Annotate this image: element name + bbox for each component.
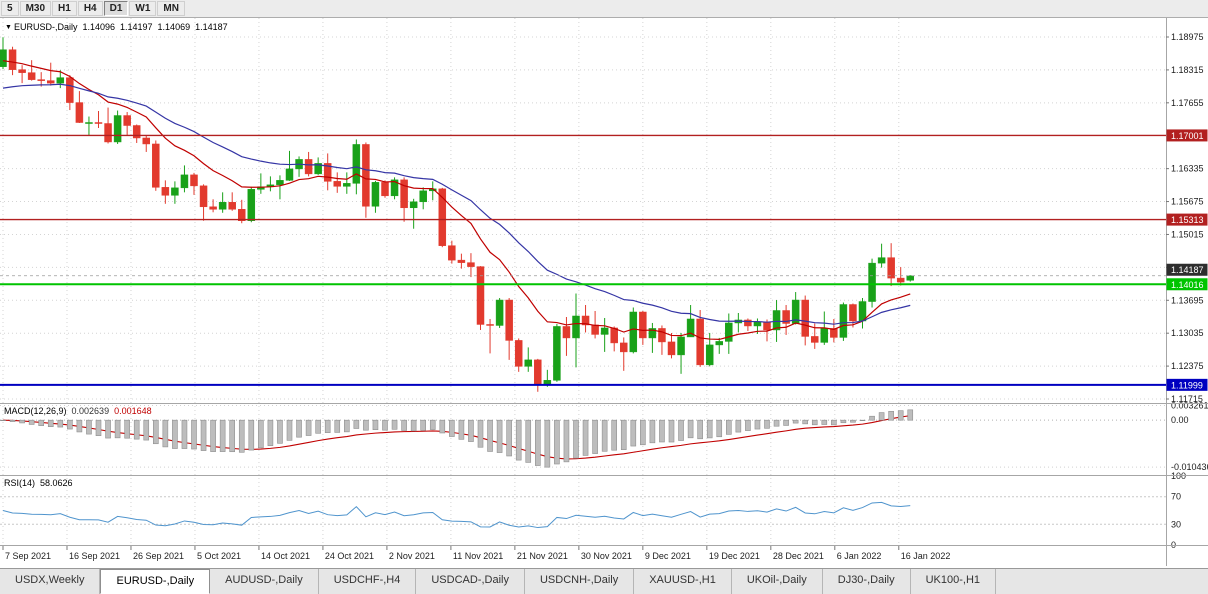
date-label: 16 Jan 2022 [901,551,951,561]
timeframe-button-h1[interactable]: H1 [52,1,77,16]
chart-tab-usdcad-daily[interactable]: USDCAD-,Daily [416,569,525,594]
candlestick-series [0,37,914,392]
price-tick-label: 1.15675 [1171,197,1204,207]
price-badge-1.17001: 1.17001 [1171,131,1204,141]
date-label: 28 Dec 2021 [773,551,824,561]
date-label: 30 Nov 2021 [581,551,632,561]
macd-axis-label: 0.003261 [1171,401,1208,411]
rsi-label: RSI(14) [4,478,36,488]
price-tick-label: 1.16335 [1171,164,1204,174]
macd-value-main: 0.002639 [71,406,110,416]
date-label: 24 Oct 2021 [325,551,374,561]
chart-tab-xauusd-h1[interactable]: XAUUSD-,H1 [634,569,732,594]
timeframe-button-d1[interactable]: D1 [103,1,129,16]
ma-slow-line [2,83,911,325]
rsi-pane [0,496,1166,529]
date-label: 7 Sep 2021 [5,551,51,561]
price-badge-1.14016: 1.14016 [1171,280,1204,290]
rsi-header: RSI(14) 58.0626 [4,478,73,488]
timeframe-button-m30[interactable]: M30 [19,1,52,16]
price-tick-label: 1.18315 [1171,65,1204,75]
date-label: 26 Sep 2021 [133,551,184,561]
chart-tab-audusd-daily[interactable]: AUDUSD-,Daily [210,569,319,594]
rsi-value: 58.0626 [40,478,73,488]
chart-tab-dj30-daily[interactable]: DJ30-,Daily [822,569,911,594]
timeframe-button-h4[interactable]: H4 [77,1,103,16]
symbol-label: EURUSD-,Daily [13,22,78,32]
date-label: 19 Dec 2021 [709,551,760,561]
ohlc-high: 1.14197 [120,22,153,32]
date-label: 6 Jan 2022 [837,551,882,561]
price-badge-1.11999: 1.11999 [1171,380,1203,390]
ohlc-open: 1.14096 [82,22,115,32]
symbol-dropdown-icon[interactable]: ▼ [5,24,12,31]
price-tick-label: 1.13695 [1171,295,1204,305]
chart-tab-ukoil-daily[interactable]: UKOil-,Daily [731,569,823,594]
price-tick-label: 1.15015 [1171,229,1204,239]
macd-label: MACD(12,26,9) [4,406,67,416]
date-label: 21 Nov 2021 [517,551,568,561]
panel-separators [0,403,1208,546]
chart-tab-usdcnh-daily[interactable]: USDCNH-,Daily [524,569,635,594]
chart-tab-usdx-weekly[interactable]: USDX,Weekly [0,569,101,594]
price-tick-label: 1.17655 [1171,98,1204,108]
ohlc-close: 1.14187 [195,22,228,32]
date-label: 14 Oct 2021 [261,551,310,561]
price-tick-label: 1.11715 [1171,394,1203,404]
macd-axis-label: -0.010436 [1171,462,1208,472]
ohlc-low: 1.14069 [157,22,191,32]
macd-histogram [0,409,914,468]
chart-tabs: USDX,Weekly EURUSD-,Daily AUDUSD-,Daily USD… [0,568,1208,594]
price-badge-1.15313: 1.15313 [1171,215,1204,225]
timeframe-button-mn[interactable]: MN [157,1,185,16]
chart-tab-usdchf-h4[interactable]: USDCHF-,H4 [318,569,417,594]
macd-axis-label: 0.00 [1171,415,1189,425]
macd-value-signal: 0.001648 [114,406,152,416]
chart-tab-uk100-h1[interactable]: UK100-,H1 [910,569,997,594]
rsi-line [2,501,911,529]
date-label: 2 Nov 2021 [389,551,435,561]
price-badges: 1.14187 1.17001 1.15313 1.14016 1.11999 [1166,129,1208,391]
rsi-axis-label: 30 [1171,519,1181,529]
date-label: 11 Nov 2021 [453,551,503,561]
timeframe-toolbar: 5 M30 H1 H4 D1 W1 MN [0,0,1208,18]
price-tick-label: 1.13035 [1171,328,1204,338]
date-label: 5 Oct 2021 [197,551,241,561]
date-label: 9 Dec 2021 [645,551,691,561]
price-axis[interactable]: 1.18975 1.18315 1.17655 1.16335 1.15675 1.150… [1166,18,1208,566]
chart-tab-eurusd-daily[interactable]: EURUSD-,Daily [100,569,211,594]
macd-header: MACD(12,26,9) 0.002639 0.001648 [4,406,152,416]
time-axis[interactable]: 7 Sep 2021 16 Sep 2021 26 Sep 2021 5 Oct 20… [0,546,1166,566]
chart-header: ▼ EURUSD-,Daily 1.14096 1.14197 1.14069 1.141… [5,22,228,32]
ma-fast-line [2,60,911,341]
timeframe-button-w1[interactable]: W1 [129,1,157,16]
price-tick-label: 1.18975 [1171,32,1204,42]
timeframe-button-5[interactable]: 5 [1,1,19,16]
price-badge-1.14187: 1.14187 [1171,265,1204,275]
date-label: 16 Sep 2021 [69,551,120,561]
price-tick-label: 1.12375 [1171,361,1204,371]
rsi-axis-label: 70 [1171,492,1181,502]
